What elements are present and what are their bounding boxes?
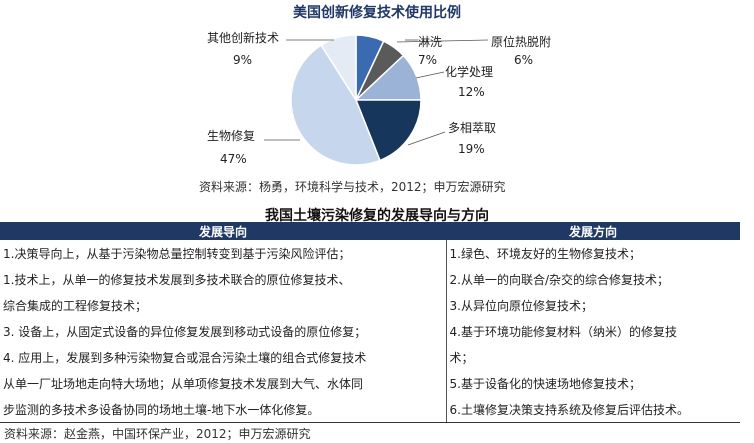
- direction-cell: 6.土壤修复决策支持系统及修复后评估技术。: [446, 396, 740, 423]
- table-row: 步监测的多技术多设备协同的场地土壤-地下水一体化修复。 6.土壤修复决策支持系统…: [0, 396, 740, 423]
- guide-cell: 3. 设备上，从固定式设备的异位修复发展到移动式设备的原位修复；: [0, 318, 447, 344]
- header-direction-guide: 发展导向: [0, 222, 446, 240]
- pie-slice: [290, 44, 381, 166]
- slice-label: 原位热脱附: [491, 34, 551, 49]
- development-table: 发展导向 发展方向 1.决策导向上，从基于污染物总量控制转变到基于污染风险评估；…: [0, 222, 740, 423]
- pie-slice: [320, 34, 357, 103]
- slice-label: 多相萃取: [448, 121, 496, 135]
- guide-cell: 综合集成的工程修复技术；: [0, 292, 447, 318]
- direction-cell: 3.从异位向原位修复技术；: [449, 298, 593, 313]
- direction-cell: 术；: [449, 350, 474, 365]
- slice-label: 化学处理: [445, 64, 493, 79]
- table-row: 3. 设备上，从固定式设备的异位修复发展到移动式设备的原位修复； 4.基于环境功…: [0, 318, 740, 344]
- leader-line: [396, 39, 489, 43]
- table-row: 综合集成的工程修复技术； 3.从异位向原位修复技术；: [0, 292, 740, 318]
- chart-source: 资料来源：杨勇，环境科学与技术，2012；申万宏源研究: [199, 180, 506, 194]
- slice-value-label: 9%: [233, 53, 252, 67]
- guide-cell: 从单一厂址场地走向特大场地；从单项修复技术发展到大气、水体同: [0, 370, 447, 396]
- header-direction: 发展方向: [446, 222, 740, 240]
- slice-value-label: 7%: [418, 53, 437, 67]
- table-source: 资料来源：赵金燕，中国环保产业，2012；申万宏源研究: [4, 427, 311, 441]
- pie-labels: 淋洗 7% 原位热脱附 6% 化学处理 12% 多相萃取 19% 生物修复 47% 其他创新技术 9%: [207, 30, 551, 166]
- guide-cell: 4. 应用上，发展到多种污染物复合或混合污染土壤的组合式修复技术: [0, 344, 447, 370]
- slice-label: 淋洗: [418, 35, 442, 49]
- guide-cell: 1.技术上，从单一的修复技术发展到多技术联合的原位修复技术、: [0, 266, 447, 292]
- direction-cell: 2.从单一的向联合/杂交的综合修复技术；: [449, 272, 670, 287]
- direction-cell: 5.基于设备化的快速场地修复技术；: [449, 376, 641, 391]
- direction-cell: 4.基于环境功能修复材料（纳米）的修复技: [449, 324, 677, 339]
- table-row: 1.技术上，从单一的修复技术发展到多技术联合的原位修复技术、 2.从单一的向联合…: [0, 266, 740, 292]
- table-row: 1.决策导向上，从基于污染物总量控制转变到基于污染风险评估； 1.绿色、环境友好…: [0, 240, 740, 266]
- leader-lines: [264, 39, 489, 146]
- direction-cell: 1.绿色、环境友好的生物修复技术；: [449, 246, 641, 261]
- guide-cell: 步监测的多技术多设备协同的场地土壤-地下水一体化修复。: [0, 396, 447, 423]
- table-row: 从单一厂址场地走向特大场地；从单项修复技术发展到大气、水体同 5.基于设备化的快…: [0, 370, 740, 396]
- table-row: 4. 应用上，发展到多种污染物复合或混合污染土壤的组合式修复技术 术；: [0, 344, 740, 370]
- leader-line: [407, 131, 446, 146]
- leader-line: [415, 71, 445, 79]
- guide-cell: 1.决策导向上，从基于污染物总量控制转变到基于污染风险评估；: [0, 240, 447, 266]
- pie-chart: 美国创新修复技术使用比例 淋洗 7% 原位热脱附 6% 化学处理 12% 多相萃取 19% 生物…: [207, 4, 551, 166]
- slice-value-label: 6%: [514, 53, 533, 67]
- slice-label: 其他创新技术: [207, 30, 279, 45]
- slice-value-label: 19%: [458, 142, 485, 156]
- slice-value-label: 47%: [220, 152, 247, 166]
- table-title: 我国土壤污染修复的发展导向与方向: [265, 208, 489, 224]
- pie-slice: [354, 99, 422, 162]
- slice-value-label: 12%: [458, 85, 485, 99]
- pie-slices: [290, 34, 422, 166]
- table-header-row: 发展导向 发展方向: [0, 222, 740, 240]
- slice-label: 生物修复: [207, 128, 255, 143]
- chart-title: 美国创新修复技术使用比例: [293, 4, 461, 21]
